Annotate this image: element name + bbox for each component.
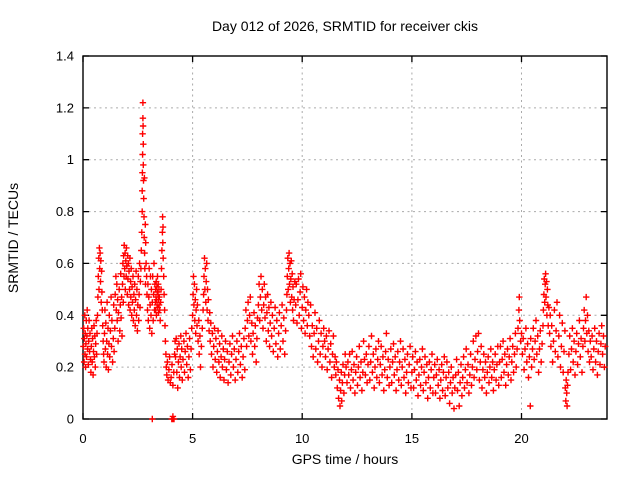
y-tick-label: 0.8 <box>56 204 74 219</box>
x-tick-label: 5 <box>189 431 196 446</box>
tick-labels: 0 5 10 15 20 0 0.2 0.4 0.6 0.8 1 1.2 1.4 <box>56 49 529 447</box>
gridlines <box>83 56 607 419</box>
y-tick-label: 0.4 <box>56 308 74 323</box>
data-points <box>80 99 609 423</box>
y-tick-label: 0 <box>67 412 74 427</box>
y-tick-label: 1.4 <box>56 49 74 64</box>
chart-title: Day 012 of 2026, SRMTID for receiver cki… <box>212 18 478 34</box>
x-axis-label: GPS time / hours <box>292 451 399 467</box>
x-tick-label: 20 <box>514 431 528 446</box>
y-axis-label: SRMTID / TECUs <box>5 183 21 293</box>
plot-border <box>82 55 608 420</box>
x-tick-label: 15 <box>405 431 419 446</box>
x-tick-label: 10 <box>295 431 309 446</box>
x-tick-label: 0 <box>79 431 86 446</box>
y-tick-label: 1 <box>67 152 74 167</box>
y-tick-label: 1.2 <box>56 100 74 115</box>
y-tick-label: 0.2 <box>56 360 74 375</box>
y-tick-label: 0.6 <box>56 256 74 271</box>
